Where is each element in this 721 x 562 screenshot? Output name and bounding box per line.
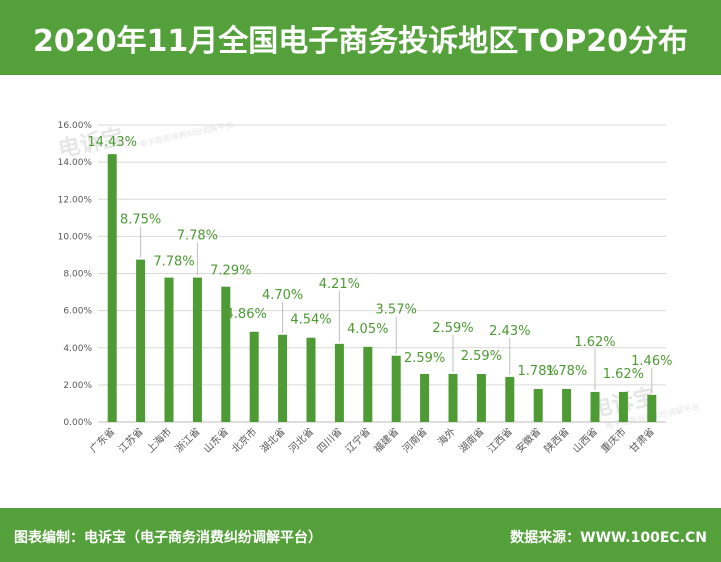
- bar: [164, 277, 174, 422]
- bar: [590, 391, 600, 422]
- data-label: 4.05%: [347, 322, 388, 337]
- bar: [420, 373, 430, 422]
- x-tick-label: 重庆市: [598, 425, 628, 455]
- x-tick-label: 四川省: [314, 425, 344, 455]
- y-tick-label: 0.00%: [63, 418, 92, 428]
- bar: [278, 334, 288, 422]
- data-label: 2.59%: [461, 349, 502, 364]
- data-label: 7.78%: [153, 255, 194, 270]
- bar: [107, 154, 117, 422]
- data-label: 4.21%: [319, 277, 360, 292]
- x-tick-label: 北京市: [229, 425, 259, 455]
- x-tick-label: 河北省: [286, 425, 316, 455]
- x-tick-label: 甘肃省: [627, 425, 657, 455]
- y-tick-label: 14.00%: [58, 158, 93, 168]
- bar-chart: 电诉宝电子商务消费纠纷调解平台电诉宝电子商务消费纠纷调解平台0.00%2.00%…: [56, 119, 700, 455]
- x-tick-label: 辽宁省: [343, 425, 373, 455]
- data-label: 2.43%: [489, 324, 530, 339]
- bar: [562, 388, 572, 422]
- y-tick-label: 2.00%: [63, 381, 92, 391]
- watermark-sub-top: 电子商务消费纠纷调解平台: [138, 119, 234, 149]
- x-tick-label: 陕西省: [541, 425, 571, 455]
- footer-banner: 图表编制：电诉宝（电子商务消费纠纷调解平台） 数据来源：WWW.100EC.CN: [0, 508, 721, 562]
- data-label: 4.70%: [262, 288, 303, 303]
- x-tick-label: 海外: [435, 425, 458, 448]
- x-tick-label: 浙江省: [172, 425, 202, 455]
- bar: [334, 343, 344, 422]
- bar: [363, 346, 373, 422]
- x-tick-label: 上海市: [144, 425, 174, 455]
- data-label: 4.86%: [226, 307, 267, 322]
- x-tick-label: 湖北省: [257, 425, 287, 455]
- bar: [249, 331, 259, 422]
- y-tick-label: 4.00%: [63, 344, 92, 354]
- footer-credit: 图表编制：电诉宝（电子商务消费纠纷调解平台）: [14, 530, 322, 546]
- bar: [306, 337, 316, 422]
- chart-title: 2020年11月全国电子商务投诉地区TOP20分布: [33, 24, 688, 59]
- bar: [618, 391, 628, 422]
- bar: [476, 373, 486, 422]
- data-label: 4.54%: [290, 313, 331, 328]
- bar: [533, 388, 543, 422]
- x-tick-label: 湖南省: [456, 425, 486, 455]
- x-tick-label: 江苏省: [115, 425, 145, 455]
- data-label: 3.57%: [376, 303, 417, 318]
- bar: [192, 277, 202, 422]
- bar: [221, 286, 231, 422]
- data-label: 14.43%: [87, 135, 137, 150]
- x-tick-label: 河南省: [399, 425, 429, 455]
- y-tick-label: 10.00%: [58, 232, 93, 242]
- x-tick-label: 福建省: [371, 425, 401, 455]
- bar: [391, 355, 401, 422]
- y-tick-label: 16.00%: [58, 121, 93, 131]
- data-label: 1.78%: [546, 364, 587, 379]
- bar: [505, 376, 515, 422]
- x-tick-label: 安徽省: [513, 425, 543, 455]
- x-tick-label: 江西省: [485, 425, 515, 455]
- bar: [136, 259, 146, 422]
- data-label: 2.59%: [404, 351, 445, 366]
- x-tick-label: 广东省: [87, 425, 117, 455]
- bar: [448, 373, 458, 422]
- x-tick-label: 山东省: [201, 425, 231, 455]
- data-label: 1.46%: [631, 354, 672, 369]
- bar: [647, 394, 657, 422]
- x-tick-label: 山西省: [570, 425, 600, 455]
- data-label: 1.62%: [574, 335, 615, 350]
- title-banner: 2020年11月全国电子商务投诉地区TOP20分布: [0, 0, 721, 75]
- data-label: 1.78%: [518, 364, 559, 379]
- data-label: 1.62%: [603, 367, 644, 382]
- footer-source: 数据来源：WWW.100EC.CN: [510, 530, 707, 546]
- data-label: 2.59%: [432, 321, 473, 336]
- y-tick-label: 8.00%: [63, 270, 92, 280]
- data-label: 8.75%: [120, 213, 161, 228]
- y-tick-label: 12.00%: [58, 195, 93, 205]
- y-tick-label: 6.00%: [63, 307, 92, 317]
- data-label: 7.29%: [210, 264, 251, 279]
- chart-area: 电诉宝电子商务消费纠纷调解平台电诉宝电子商务消费纠纷调解平台0.00%2.00%…: [0, 75, 721, 508]
- data-label: 7.78%: [177, 229, 218, 244]
